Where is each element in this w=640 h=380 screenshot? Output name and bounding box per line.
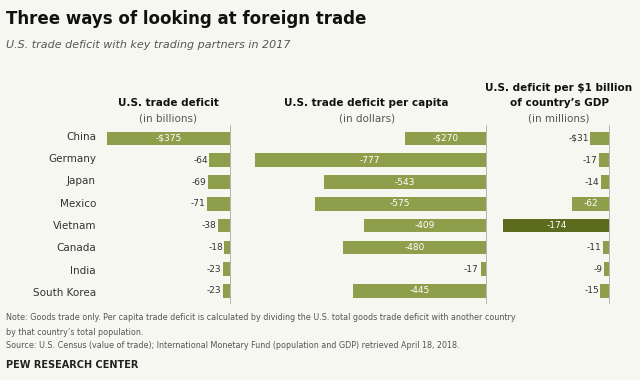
Text: India: India — [70, 266, 96, 276]
Text: U.S. trade deficit: U.S. trade deficit — [118, 98, 218, 108]
Bar — [353, 284, 486, 298]
Bar — [108, 132, 230, 145]
Bar — [207, 197, 230, 211]
Bar — [405, 132, 486, 145]
Text: -480: -480 — [404, 243, 424, 252]
Text: -18: -18 — [208, 243, 223, 252]
Bar — [481, 263, 486, 276]
Text: Germany: Germany — [48, 154, 96, 164]
Bar — [601, 175, 609, 189]
Text: -23: -23 — [207, 264, 221, 274]
Bar — [223, 284, 230, 298]
Text: Three ways of looking at foreign trade: Three ways of looking at foreign trade — [6, 10, 367, 27]
Bar — [503, 219, 609, 232]
Text: -38: -38 — [202, 221, 216, 230]
Text: -23: -23 — [207, 287, 221, 295]
Text: -64: -64 — [193, 156, 208, 165]
Bar — [207, 175, 230, 189]
Bar — [209, 154, 230, 167]
Text: PEW RESEARCH CENTER: PEW RESEARCH CENTER — [6, 361, 139, 370]
Text: -$270: -$270 — [433, 134, 458, 143]
Text: -11: -11 — [587, 243, 602, 252]
Text: -71: -71 — [191, 199, 205, 208]
Text: -17: -17 — [583, 156, 598, 165]
Text: -445: -445 — [410, 287, 429, 295]
Text: (in dollars): (in dollars) — [339, 114, 395, 124]
Bar — [603, 241, 609, 254]
Bar — [599, 154, 609, 167]
Text: -69: -69 — [191, 177, 206, 187]
Text: Mexico: Mexico — [60, 198, 96, 209]
Text: -15: -15 — [584, 287, 599, 295]
Text: -174: -174 — [546, 221, 566, 230]
Text: -$31: -$31 — [569, 134, 589, 143]
Text: Source: U.S. Census (value of trade); International Monetary Fund (population an: Source: U.S. Census (value of trade); In… — [6, 341, 460, 350]
Text: (in billions): (in billions) — [139, 114, 197, 124]
Text: -409: -409 — [415, 221, 435, 230]
Text: China: China — [66, 131, 96, 142]
Bar — [600, 284, 609, 298]
Text: -575: -575 — [390, 199, 410, 208]
Text: -777: -777 — [360, 156, 380, 165]
Bar — [604, 263, 609, 276]
Text: -14: -14 — [585, 177, 600, 187]
Bar — [218, 219, 230, 232]
Bar — [315, 197, 486, 211]
Bar — [324, 175, 486, 189]
Bar — [255, 154, 486, 167]
Text: -9: -9 — [593, 264, 602, 274]
Text: Canada: Canada — [56, 243, 96, 253]
Text: Vietnam: Vietnam — [52, 221, 96, 231]
Text: -17: -17 — [463, 264, 478, 274]
Text: -$375: -$375 — [156, 134, 182, 143]
Bar — [223, 263, 230, 276]
Text: -543: -543 — [395, 177, 415, 187]
Text: U.S. trade deficit with key trading partners in 2017: U.S. trade deficit with key trading part… — [6, 40, 291, 50]
Bar — [225, 241, 230, 254]
Bar — [343, 241, 486, 254]
Text: by that country’s total population.: by that country’s total population. — [6, 328, 144, 337]
Text: Note: Goods trade only. Per capita trade deficit is calculated by dividing the U: Note: Goods trade only. Per capita trade… — [6, 314, 516, 323]
Bar — [364, 219, 486, 232]
Text: -62: -62 — [583, 199, 598, 208]
Text: (in millions): (in millions) — [528, 114, 590, 124]
Text: Japan: Japan — [67, 176, 96, 186]
Text: U.S. deficit per $1 billion: U.S. deficit per $1 billion — [486, 83, 632, 93]
Text: of country’s GDP: of country’s GDP — [509, 98, 609, 108]
Bar — [590, 132, 609, 145]
Text: U.S. trade deficit per capita: U.S. trade deficit per capita — [284, 98, 449, 108]
Bar — [572, 197, 609, 211]
Text: South Korea: South Korea — [33, 288, 96, 298]
